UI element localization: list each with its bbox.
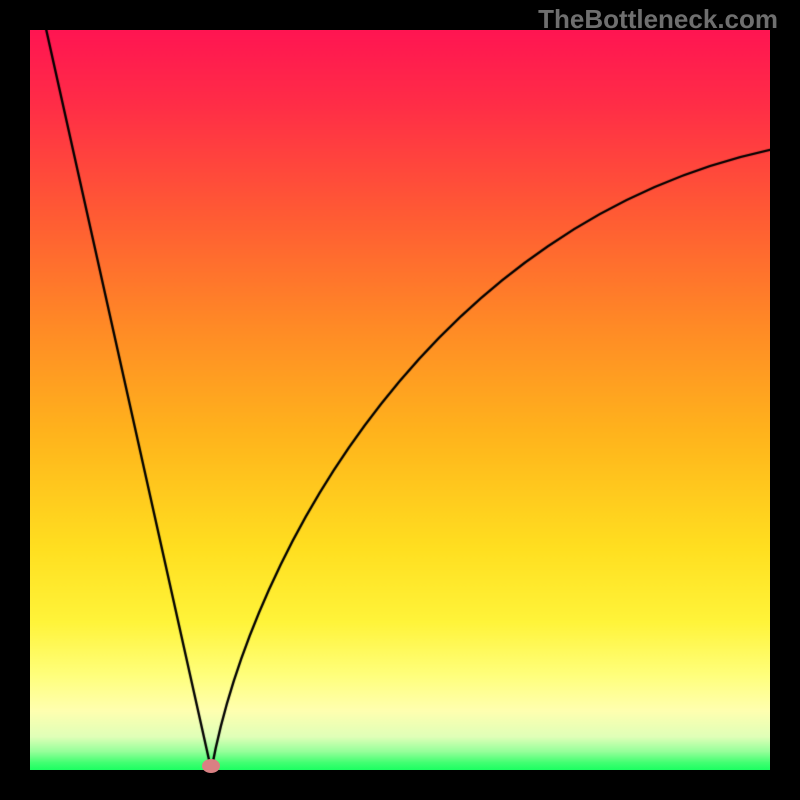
bottleneck-curve bbox=[30, 30, 770, 770]
watermark-text: TheBottleneck.com bbox=[538, 4, 778, 35]
plot-area bbox=[30, 30, 770, 770]
optimum-marker bbox=[202, 759, 220, 773]
chart-container: TheBottleneck.com bbox=[0, 0, 800, 800]
